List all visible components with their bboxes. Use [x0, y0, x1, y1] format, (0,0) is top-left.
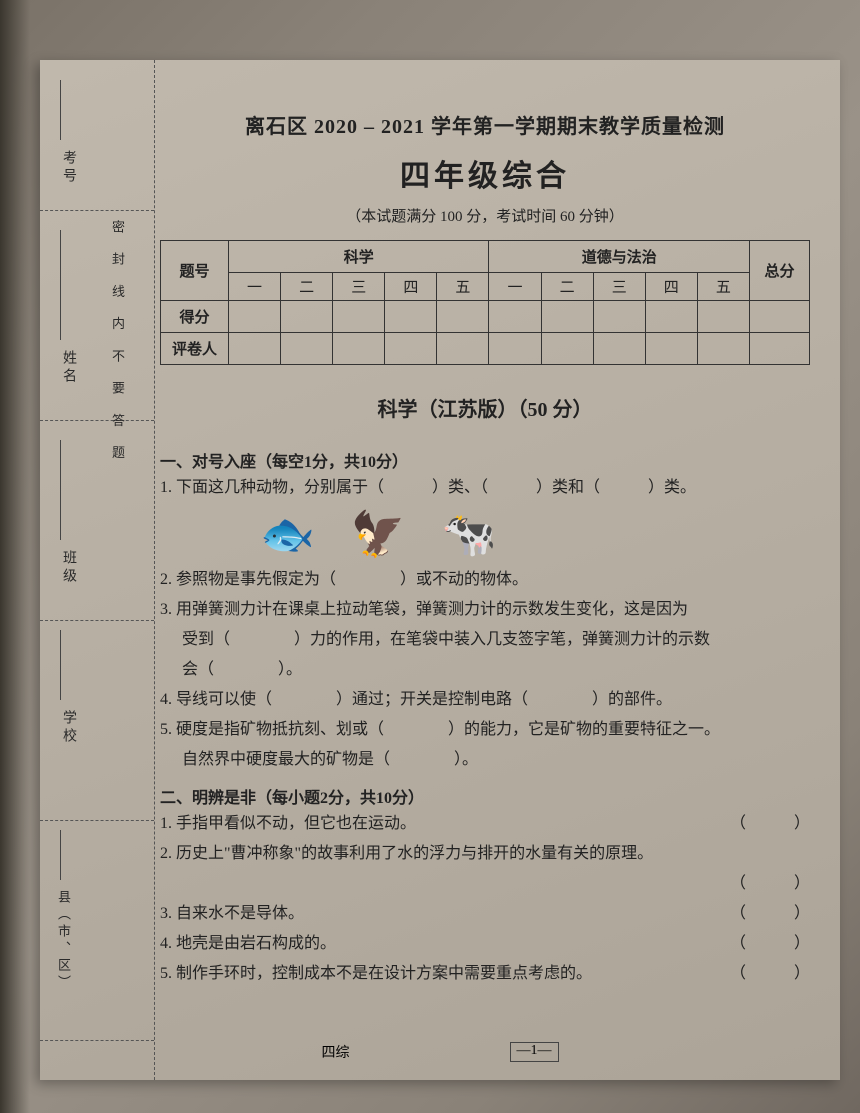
p1-q3b: 受到（ ）力的作用，在笔袋中装入几支签字笔，弹簧测力计的示数	[160, 626, 810, 654]
fill-line	[60, 230, 61, 340]
col-num: 二	[541, 273, 593, 301]
p2-q4-text: 4. 地壳是由岩石构成的。	[160, 935, 336, 952]
col-num: 五	[437, 273, 489, 301]
score-table: 题号 科学 道德与法治 总分 一 二 三 四 五 一 二 三 四 五 得分	[160, 240, 810, 365]
tf-paren: （ ）	[730, 810, 810, 838]
p1-q5b: 自然界中硬度最大的矿物是（ ）。	[160, 746, 810, 774]
footer-left: 四综	[322, 1042, 350, 1062]
dash-divider	[40, 210, 154, 211]
main-title-line1: 离石区 2020 – 2021 学年第一学期期末教学质量检测	[160, 110, 810, 139]
content-area: 离石区 2020 – 2021 学年第一学期期末教学质量检测 四年级综合 （本试…	[160, 110, 810, 988]
dash-divider	[40, 1040, 154, 1041]
section-title-science: 科学（江苏版）（50 分）	[160, 393, 810, 422]
th-grader: 评卷人	[161, 333, 229, 365]
th-score: 得分	[161, 301, 229, 333]
col-num: 三	[333, 273, 385, 301]
p2-q5: 5. 制作手环时，控制成本不是在设计方案中需要重点考虑的。 （ ）	[160, 960, 810, 988]
p2-q3: 3. 自来水不是导体。 （ ）	[160, 900, 810, 928]
tf-paren: （ ）	[730, 900, 810, 928]
p1-q3a: 3. 用弹簧测力计在课桌上拉动笔袋，弹簧测力计的示数发生变化，这是因为	[160, 596, 810, 624]
exam-page: 考号 姓名 班级 学校 县（市、区） 密 封 线 内 不 要 答 题 离石区 2…	[40, 60, 840, 1080]
p1-q3c: 会（ ）。	[160, 656, 810, 684]
th-total: 总分	[750, 241, 810, 301]
label-county: 县（市、区）	[54, 890, 73, 992]
col-num: 四	[385, 273, 437, 301]
part1-title: 一、对号入座（每空1分，共10分）	[160, 448, 810, 472]
tf-paren: （ ）	[730, 960, 810, 988]
bird-icon: 🦅	[351, 508, 406, 560]
col-num: 四	[645, 273, 697, 301]
dash-divider	[40, 420, 154, 421]
animal-row: 🐟 🦅 🐄	[160, 508, 810, 560]
dash-divider	[40, 620, 154, 621]
tf-paren: （ ）	[730, 930, 810, 958]
col-num: 一	[229, 273, 281, 301]
footer-page-number: —1—	[510, 1042, 559, 1062]
page-footer: 四综 —1—	[40, 1042, 840, 1062]
col-num: 一	[489, 273, 541, 301]
label-exam-no: 考号	[58, 150, 78, 186]
main-title-line2: 四年级综合	[160, 151, 810, 195]
part2-title: 二、明辨是非（每小题2分，共10分）	[160, 784, 810, 808]
p1-q2: 2. 参照物是事先假定为（ ）或不动的物体。	[160, 566, 810, 594]
fill-line	[60, 440, 61, 540]
label-school: 学校	[58, 710, 78, 746]
p2-q5-text: 5. 制作手环时，控制成本不是在设计方案中需要重点考虑的。	[160, 965, 592, 982]
th-group-science: 科学	[229, 241, 489, 273]
col-num: 二	[281, 273, 333, 301]
p2-q3-text: 3. 自来水不是导体。	[160, 905, 304, 922]
cow-icon: 🐄	[442, 508, 497, 560]
fill-line	[60, 830, 61, 880]
fish-icon: 🐟	[260, 508, 315, 560]
th-question-no: 题号	[161, 241, 229, 301]
p1-q5a: 5. 硬度是指矿物抵抗刻、划或（ ）的能力，它是矿物的重要特征之一。	[160, 716, 810, 744]
binding-strip: 考号 姓名 班级 学校 县（市、区） 密 封 线 内 不 要 答 题	[40, 60, 155, 1080]
th-group-ethics: 道德与法治	[489, 241, 750, 273]
p1-q1: 1. 下面这几种动物，分别属于（ ）类、（ ）类和（ ）类。	[160, 474, 810, 502]
col-num: 五	[697, 273, 749, 301]
subtitle: （本试题满分 100 分，考试时间 60 分钟）	[160, 205, 810, 226]
col-num: 三	[593, 273, 645, 301]
page-left-shadow	[0, 0, 30, 1113]
p2-q2: 2. 历史上"曹冲称象"的故事利用了水的浮力与排开的水量有关的原理。	[160, 840, 810, 868]
label-name: 姓名	[58, 350, 78, 386]
tf-paren: （ ）	[730, 870, 810, 898]
dash-divider	[40, 820, 154, 821]
seal-line-text: 密 封 线 内 不 要 答 题	[108, 220, 127, 467]
p1-q4: 4. 导线可以使（ ）通过；开关是控制电路（ ）的部件。	[160, 686, 810, 714]
label-class: 班级	[58, 550, 78, 586]
p2-q4: 4. 地壳是由岩石构成的。 （ ）	[160, 930, 810, 958]
fill-line	[60, 630, 61, 700]
p2-q2-paren: （ ）	[160, 870, 810, 898]
p2-q1: 1. 手指甲看似不动，但它也在运动。 （ ）	[160, 810, 810, 838]
fill-line	[60, 80, 61, 140]
p2-q1-text: 1. 手指甲看似不动，但它也在运动。	[160, 815, 416, 832]
